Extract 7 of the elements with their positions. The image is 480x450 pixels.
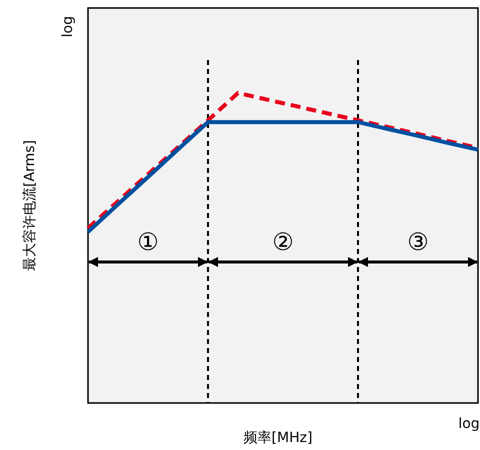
text: log <box>458 416 480 432</box>
annotation: ③ <box>407 228 429 256</box>
annotation: ① <box>137 228 159 256</box>
y-axis-title: 最大容许电流[Arms] <box>22 140 38 271</box>
x-axis-title: 频率[MHz] <box>244 430 312 446</box>
text: log <box>60 16 76 38</box>
annotation: ② <box>272 228 294 256</box>
